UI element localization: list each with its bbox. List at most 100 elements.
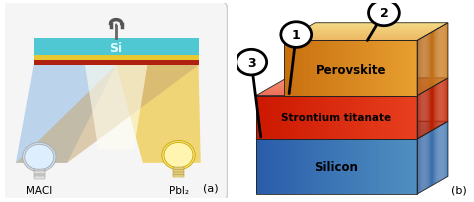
Polygon shape [272, 129, 434, 130]
Polygon shape [287, 41, 290, 96]
Polygon shape [404, 96, 407, 139]
Polygon shape [268, 132, 430, 133]
Polygon shape [438, 83, 439, 127]
Polygon shape [256, 139, 259, 194]
Polygon shape [263, 96, 266, 139]
Polygon shape [289, 96, 292, 139]
Polygon shape [391, 96, 394, 139]
Polygon shape [345, 139, 348, 194]
Polygon shape [401, 96, 404, 139]
Polygon shape [427, 90, 428, 134]
Text: 1: 1 [292, 29, 301, 42]
Polygon shape [430, 88, 431, 132]
Polygon shape [417, 41, 418, 96]
Polygon shape [351, 96, 355, 139]
Polygon shape [282, 81, 444, 82]
Polygon shape [444, 80, 445, 124]
Polygon shape [445, 80, 446, 123]
Polygon shape [447, 122, 448, 177]
Polygon shape [381, 96, 384, 139]
Polygon shape [419, 137, 420, 193]
Polygon shape [302, 139, 305, 194]
Polygon shape [352, 41, 355, 96]
Polygon shape [306, 41, 309, 96]
Polygon shape [422, 38, 423, 93]
Polygon shape [403, 41, 406, 96]
Polygon shape [443, 26, 444, 82]
Polygon shape [355, 41, 357, 96]
Polygon shape [295, 139, 299, 194]
Polygon shape [265, 133, 428, 134]
Polygon shape [418, 95, 419, 139]
Polygon shape [335, 139, 338, 194]
Polygon shape [332, 139, 335, 194]
Polygon shape [266, 89, 429, 90]
Polygon shape [315, 96, 319, 139]
Polygon shape [434, 86, 435, 129]
Polygon shape [435, 85, 436, 129]
Polygon shape [430, 33, 431, 89]
Polygon shape [394, 139, 397, 194]
Polygon shape [298, 41, 301, 96]
Polygon shape [429, 34, 430, 89]
Polygon shape [434, 31, 435, 86]
Polygon shape [277, 126, 439, 127]
Polygon shape [432, 87, 433, 131]
Polygon shape [301, 31, 435, 32]
Polygon shape [273, 96, 276, 139]
Polygon shape [404, 139, 407, 194]
FancyBboxPatch shape [0, 2, 228, 202]
Polygon shape [341, 41, 344, 96]
Polygon shape [328, 139, 332, 194]
Polygon shape [16, 66, 116, 163]
Polygon shape [420, 39, 421, 94]
Polygon shape [438, 28, 439, 84]
Polygon shape [433, 32, 434, 87]
Polygon shape [436, 85, 438, 128]
Polygon shape [368, 139, 371, 194]
Polygon shape [410, 96, 414, 139]
Polygon shape [360, 41, 363, 96]
Polygon shape [428, 89, 429, 133]
Polygon shape [322, 96, 325, 139]
Polygon shape [446, 24, 447, 80]
Polygon shape [297, 33, 431, 34]
Polygon shape [274, 128, 436, 129]
Polygon shape [365, 139, 368, 194]
Polygon shape [426, 36, 427, 91]
Polygon shape [398, 41, 401, 96]
Bar [173, 175, 184, 177]
Circle shape [162, 141, 195, 170]
Polygon shape [374, 96, 378, 139]
Polygon shape [274, 85, 436, 86]
Polygon shape [296, 34, 430, 35]
Polygon shape [263, 139, 266, 194]
Polygon shape [351, 139, 355, 194]
Polygon shape [355, 139, 358, 194]
Polygon shape [259, 96, 263, 139]
Polygon shape [423, 92, 425, 136]
Polygon shape [432, 32, 433, 88]
Polygon shape [425, 91, 426, 135]
Polygon shape [426, 134, 427, 189]
Polygon shape [322, 41, 325, 96]
Polygon shape [301, 41, 303, 96]
Polygon shape [422, 93, 423, 136]
Polygon shape [410, 139, 414, 194]
Polygon shape [276, 96, 279, 139]
Polygon shape [401, 139, 404, 194]
Bar [34, 56, 199, 61]
Polygon shape [332, 96, 335, 139]
Polygon shape [338, 41, 341, 96]
Polygon shape [430, 131, 431, 187]
Polygon shape [444, 25, 445, 81]
Text: (a): (a) [203, 182, 219, 192]
Polygon shape [346, 41, 349, 96]
Polygon shape [290, 41, 292, 96]
Polygon shape [428, 133, 429, 188]
Polygon shape [428, 35, 429, 90]
Polygon shape [384, 41, 387, 96]
Polygon shape [285, 122, 447, 123]
Polygon shape [258, 94, 420, 95]
Polygon shape [425, 134, 426, 190]
